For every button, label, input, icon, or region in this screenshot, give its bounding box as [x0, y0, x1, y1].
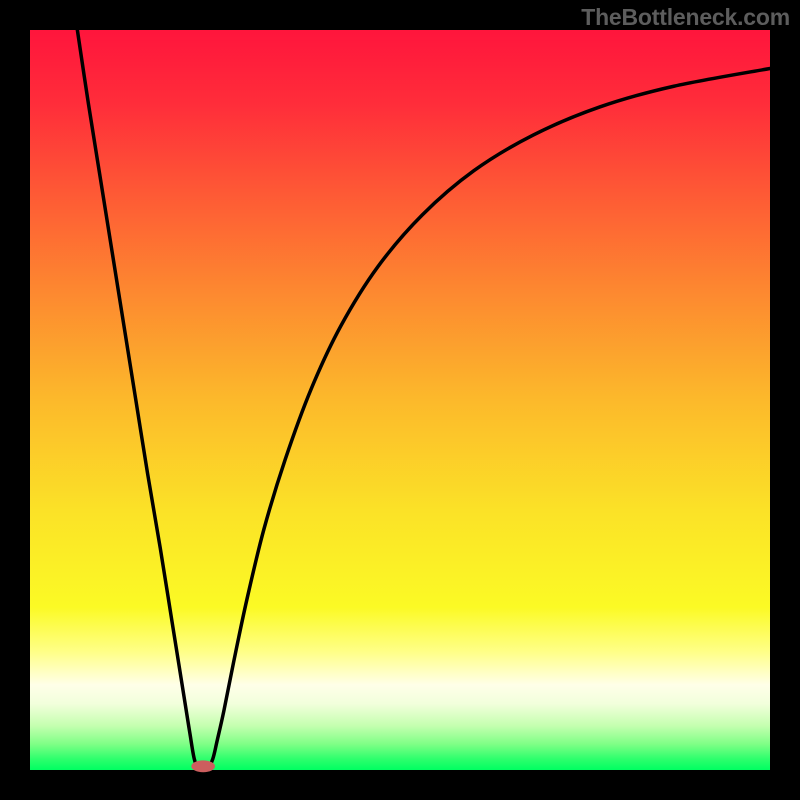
chart-background-gradient: [30, 30, 770, 770]
bottleneck-chart: [0, 0, 800, 800]
bottleneck-marker: [191, 760, 215, 772]
watermark-text: TheBottleneck.com: [581, 4, 790, 31]
chart-container: TheBottleneck.com: [0, 0, 800, 800]
